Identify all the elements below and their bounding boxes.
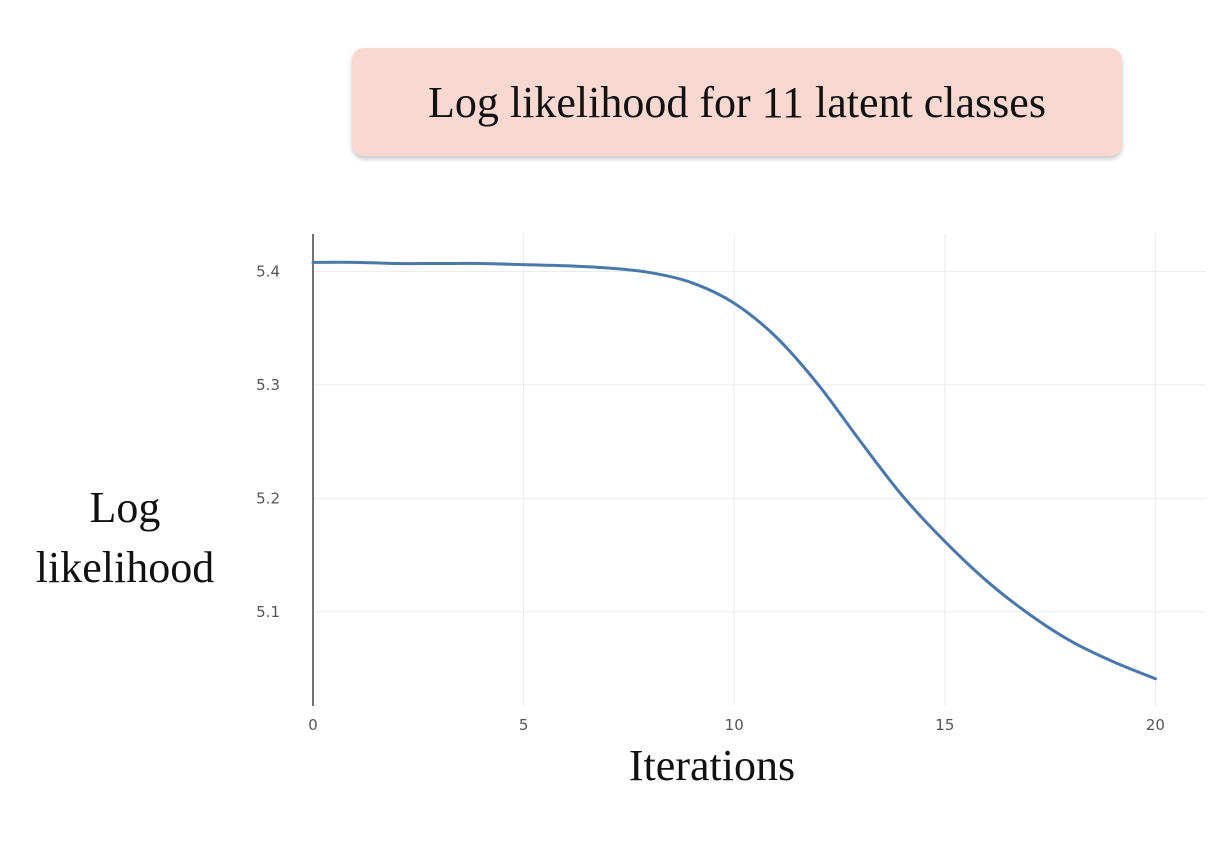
x-tick-label: 5 <box>519 716 529 734</box>
x-tick-label: 20 <box>1146 716 1165 734</box>
x-axis-label: Iterations <box>628 741 796 790</box>
x-tick-label: 10 <box>725 716 744 734</box>
y-tick-label: 5.3 <box>256 376 280 394</box>
x-tick-label: 0 <box>308 716 318 734</box>
series <box>311 260 1157 681</box>
grid <box>313 234 1206 706</box>
tick-labels: 5.1 5.2 5.3 5.4 0 5 10 15 20 <box>256 262 1165 734</box>
y-tick-label: 5.2 <box>256 489 280 507</box>
chart-title: Log likelihood for 11 latent classes <box>352 48 1122 156</box>
x-tick-label: 15 <box>935 716 954 734</box>
y-axis-label: Log likelihood <box>35 483 215 592</box>
y-tick-label: 5.1 <box>256 603 280 621</box>
series-line <box>311 260 1157 681</box>
y-tick-label: 5.4 <box>256 262 280 280</box>
